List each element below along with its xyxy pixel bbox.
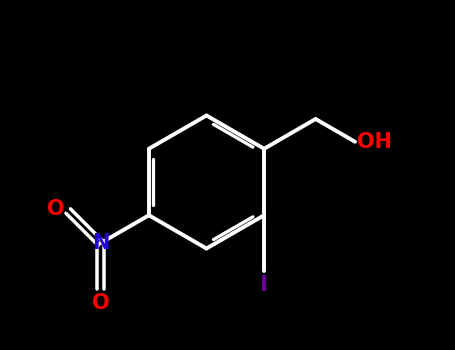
Text: N: N xyxy=(92,233,109,253)
Text: I: I xyxy=(260,275,268,295)
Text: OH: OH xyxy=(357,132,392,152)
Text: O: O xyxy=(91,293,109,313)
Text: O: O xyxy=(47,199,65,219)
